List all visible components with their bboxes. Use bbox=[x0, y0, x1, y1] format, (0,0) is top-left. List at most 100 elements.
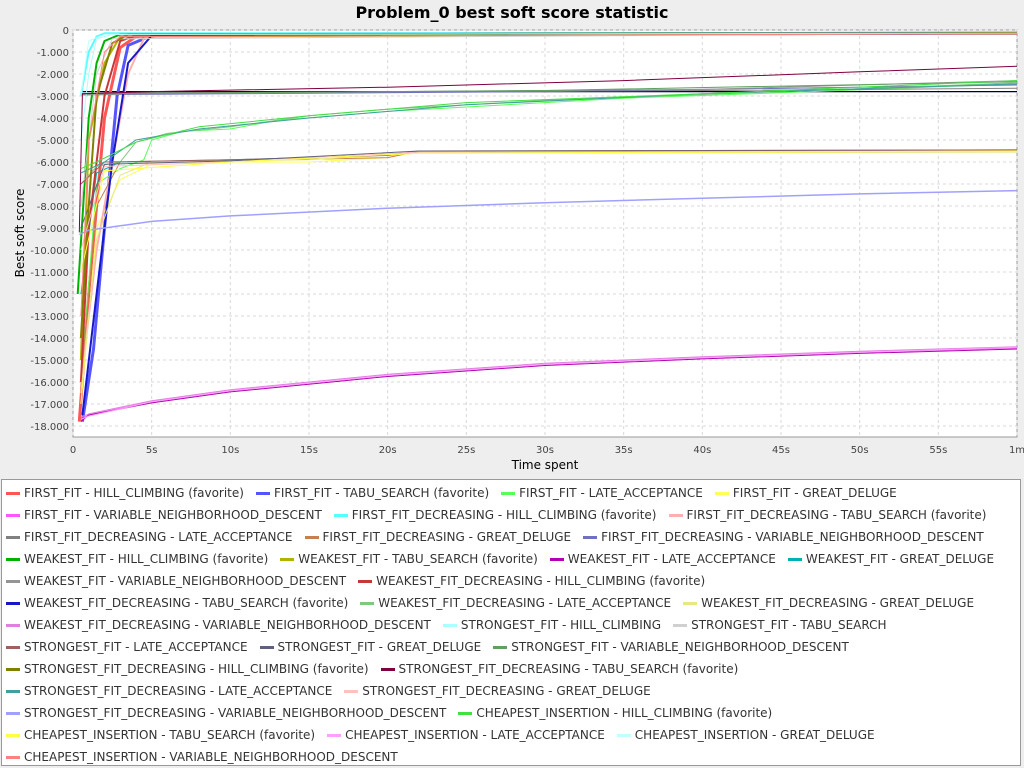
legend-swatch bbox=[787, 557, 802, 561]
legend-label: FIRST_FIT - TABU_SEARCH (favorite) bbox=[273, 486, 490, 500]
legend-label: STRONGEST_FIT_DECREASING - LATE_ACCEPTAN… bbox=[24, 684, 333, 698]
legend-item: FIRST_FIT - HILL_CLIMBING (favorite) bbox=[6, 486, 244, 500]
legend-row: STRONGEST_FIT_DECREASING - HILL_CLIMBING… bbox=[6, 658, 1020, 680]
legend-swatch bbox=[501, 491, 516, 495]
legend-label: FIRST_FIT_DECREASING - VARIABLE_NEIGHBOR… bbox=[601, 530, 984, 544]
legend-item: CHEAPEST_INSERTION - VARIABLE_NEIGHBORHO… bbox=[6, 750, 398, 764]
legend-label: WEAKEST_FIT_DECREASING - VARIABLE_NEIGHB… bbox=[24, 618, 431, 632]
legend-label: WEAKEST_FIT_DECREASING - TABU_SEARCH (fa… bbox=[24, 596, 349, 610]
legend-label: STRONGEST_FIT_DECREASING - VARIABLE_NEIG… bbox=[24, 706, 447, 720]
x-tick-label: 20s bbox=[379, 445, 397, 456]
y-tick-label: -17.000 bbox=[30, 400, 69, 411]
legend-swatch bbox=[255, 491, 270, 495]
legend-swatch bbox=[6, 557, 20, 561]
legend-item: CHEAPEST_INSERTION - TABU_SEARCH (favori… bbox=[6, 728, 315, 742]
legend-label: WEAKEST_FIT_DECREASING - LATE_ACCEPTANCE bbox=[378, 596, 672, 610]
x-tick-label: 10s bbox=[221, 445, 239, 456]
legend-swatch bbox=[344, 689, 359, 693]
legend-swatch bbox=[458, 711, 473, 715]
y-tick-label: -9.000 bbox=[37, 224, 69, 235]
x-tick-label: 55s bbox=[929, 445, 947, 456]
legend-swatch bbox=[683, 601, 698, 605]
legend-label: STRONGEST_FIT_DECREASING - TABU_SEARCH (… bbox=[398, 662, 739, 676]
legend-label: WEAKEST_FIT - VARIABLE_NEIGHBORHOOD_DESC… bbox=[24, 574, 347, 588]
legend-swatch bbox=[6, 535, 20, 539]
legend-label: FIRST_FIT - VARIABLE_NEIGHBORHOOD_DESCEN… bbox=[24, 508, 322, 522]
legend-label: FIRST_FIT_DECREASING - HILL_CLIMBING (fa… bbox=[351, 508, 657, 522]
legend-label: WEAKEST_FIT - GREAT_DELUGE bbox=[805, 552, 995, 566]
legend-swatch bbox=[327, 733, 342, 737]
legend-label: STRONGEST_FIT - VARIABLE_NEIGHBORHOOD_DE… bbox=[511, 640, 849, 654]
legend-row: CHEAPEST_INSERTION - VARIABLE_NEIGHBORHO… bbox=[6, 746, 1020, 768]
legend-item: STRONGEST_FIT_DECREASING - HILL_CLIMBING… bbox=[6, 662, 369, 676]
legend-item: FIRST_FIT_DECREASING - GREAT_DELUGE bbox=[304, 530, 571, 544]
y-tick-label: -4.000 bbox=[37, 114, 69, 125]
legend-swatch bbox=[380, 667, 395, 671]
x-tick-label: 5s bbox=[146, 445, 158, 456]
legend-item: FIRST_FIT_DECREASING - VARIABLE_NEIGHBOR… bbox=[583, 530, 984, 544]
legend-item: CHEAPEST_INSERTION - LATE_ACCEPTANCE bbox=[327, 728, 605, 742]
series-line-2 bbox=[80, 83, 1018, 383]
legend-swatch bbox=[6, 711, 20, 715]
chart-canvas: 0 -1.000 -2.000 -3.000 -4.000 -5.000 -6.000 -7.… bbox=[13, 26, 1024, 472]
y-tick-label: -7.000 bbox=[37, 180, 69, 191]
y-tick-label: -1.000 bbox=[37, 48, 69, 59]
x-tick-label: 45s bbox=[772, 445, 790, 456]
legend-item: WEAKEST_FIT_DECREASING - VARIABLE_NEIGHB… bbox=[6, 618, 431, 632]
series-line-19 bbox=[80, 346, 1018, 418]
x-tick-label: 50s bbox=[851, 445, 869, 456]
y-tick-label: -8.000 bbox=[37, 202, 69, 213]
legend-row: WEAKEST_FIT - VARIABLE_NEIGHBORHOOD_DESC… bbox=[6, 570, 1020, 592]
legend-label: STRONGEST_FIT - GREAT_DELUGE bbox=[277, 640, 482, 654]
legend-swatch bbox=[6, 667, 20, 671]
series-line-33 bbox=[80, 32, 1018, 97]
legend-swatch bbox=[714, 491, 729, 495]
legend-row: FIRST_FIT - HILL_CLIMBING (favorite) FIRS… bbox=[6, 482, 1020, 504]
legend-row: STRONGEST_FIT - LATE_ACCEPTANCE STRONGEST… bbox=[6, 636, 1020, 658]
legend-item: FIRST_FIT_DECREASING - TABU_SEARCH (favo… bbox=[668, 508, 986, 522]
y-tick-label: -13.000 bbox=[30, 312, 69, 323]
legend-item: WEAKEST_FIT - VARIABLE_NEIGHBORHOOD_DESC… bbox=[6, 574, 346, 588]
legend-row: FIRST_FIT - VARIABLE_NEIGHBORHOOD_DESCEN… bbox=[6, 504, 1020, 526]
legend-swatch bbox=[583, 535, 598, 539]
legend-swatch bbox=[616, 733, 631, 737]
legend-swatch bbox=[549, 557, 564, 561]
y-tick-label: -14.000 bbox=[30, 334, 69, 345]
legend-item: STRONGEST_FIT_DECREASING - LATE_ACCEPTAN… bbox=[6, 684, 332, 698]
legend-item: WEAKEST_FIT - GREAT_DELUGE bbox=[787, 552, 995, 566]
legend-swatch bbox=[304, 535, 319, 539]
y-axis-title: Best soft score bbox=[13, 189, 27, 278]
series-line-34 bbox=[80, 33, 1018, 317]
x-tick-label: 1m bbox=[1009, 445, 1024, 456]
legend-label: CHEAPEST_INSERTION - LATE_ACCEPTANCE bbox=[345, 728, 605, 742]
x-tick-label: 30s bbox=[536, 445, 554, 456]
legend-swatch bbox=[668, 513, 683, 517]
legend-label: WEAKEST_FIT - HILL_CLIMBING (favorite) bbox=[24, 552, 269, 566]
legend-row: STRONGEST_FIT_DECREASING - LATE_ACCEPTAN… bbox=[6, 680, 1020, 702]
legend-label: STRONGEST_FIT - TABU_SEARCH bbox=[691, 618, 887, 632]
y-tick-label: -2.000 bbox=[37, 70, 69, 81]
legend-item: WEAKEST_FIT - HILL_CLIMBING (favorite) bbox=[6, 552, 268, 566]
legend-label: FIRST_FIT - LATE_ACCEPTANCE bbox=[519, 486, 703, 500]
legend-label: FIRST_FIT_DECREASING - LATE_ACCEPTANCE bbox=[24, 530, 293, 544]
x-axis-ticks: 0 5s 10s 15s 20s 25s 30s 35s 40s 45s 50s 55s 1m bbox=[70, 445, 1024, 456]
legend-item: STRONGEST_FIT - HILL_CLIMBING bbox=[442, 618, 661, 632]
legend-item: FIRST_FIT_DECREASING - LATE_ACCEPTANCE bbox=[6, 530, 293, 544]
legend-item: STRONGEST_FIT - TABU_SEARCH bbox=[673, 618, 887, 632]
series-line-26 bbox=[78, 65, 1018, 233]
legend-swatch bbox=[673, 623, 688, 627]
legend-swatch bbox=[360, 601, 375, 605]
legend-label: WEAKEST_FIT_DECREASING - GREAT_DELUGE bbox=[701, 596, 975, 610]
legend-swatch bbox=[6, 733, 20, 737]
legend-label: STRONGEST_FIT_DECREASING - HILL_CLIMBING… bbox=[24, 662, 369, 676]
legend-swatch bbox=[333, 513, 348, 517]
legend-label: WEAKEST_FIT - TABU_SEARCH (favorite) bbox=[298, 552, 538, 566]
y-tick-label: -18.000 bbox=[30, 422, 69, 433]
legend-item: STRONGEST_FIT_DECREASING - GREAT_DELUGE bbox=[344, 684, 651, 698]
x-tick-label: 15s bbox=[300, 445, 318, 456]
series-line-30 bbox=[80, 80, 1018, 170]
series-line-29 bbox=[78, 189, 1018, 236]
legend-item: WEAKEST_FIT - TABU_SEARCH (favorite) bbox=[280, 552, 538, 566]
legend-swatch bbox=[6, 491, 20, 495]
y-axis-ticks: 0 -1.000 -2.000 -3.000 -4.000 -5.000 -6.000 -7.… bbox=[30, 26, 69, 433]
